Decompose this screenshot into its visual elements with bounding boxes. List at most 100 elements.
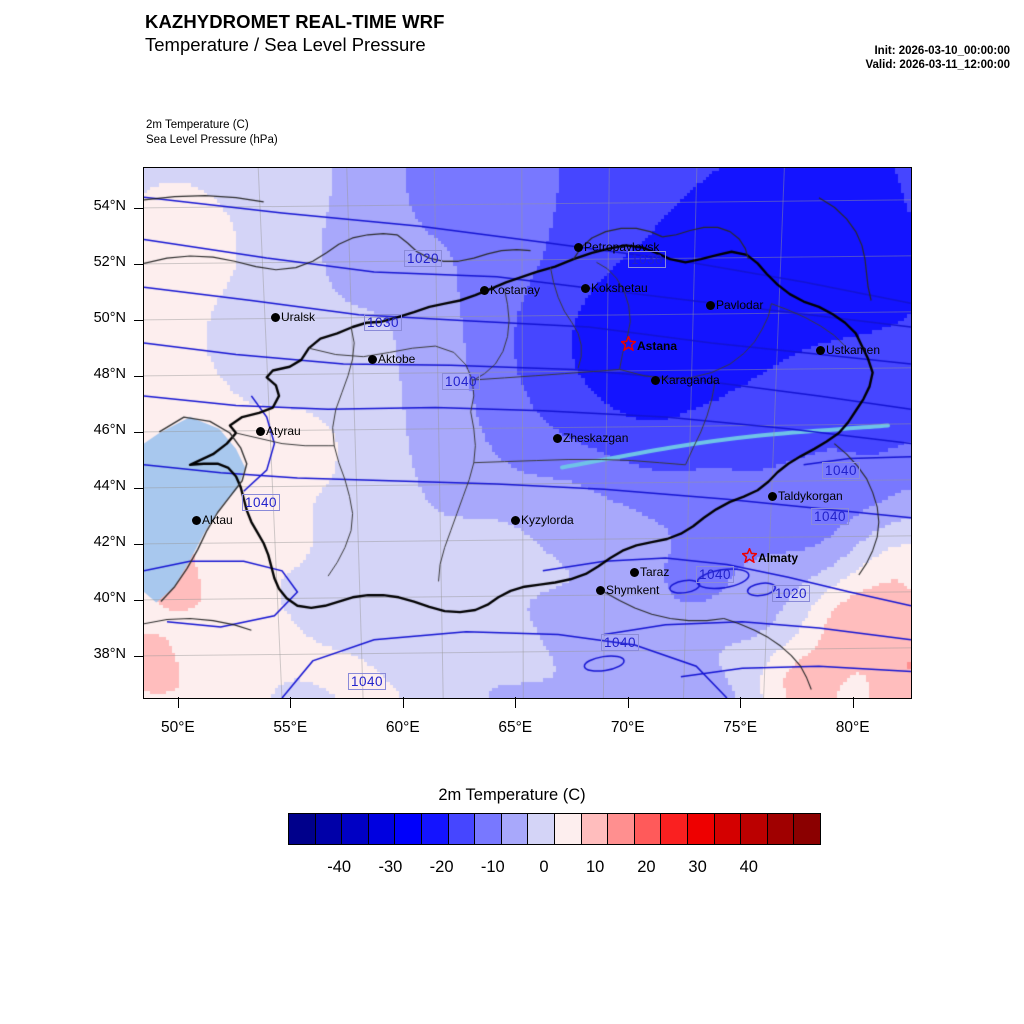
lat-tick bbox=[134, 544, 143, 546]
field-label-pressure: Sea Level Pressure (hPa) bbox=[146, 134, 278, 146]
colorbar-cell bbox=[741, 814, 768, 844]
colorbar-tick-label: -40 bbox=[327, 858, 352, 876]
city-marker: Kyzylorda bbox=[511, 513, 574, 527]
colorbar-cell bbox=[661, 814, 688, 844]
isobar-label: 1020 bbox=[404, 250, 443, 267]
colorbar-tick-label: -20 bbox=[429, 858, 454, 876]
city-label: Pavlodar bbox=[716, 298, 764, 312]
lon-tick bbox=[740, 697, 742, 708]
lat-label: 48°N bbox=[93, 365, 126, 382]
city-marker: Karaganda bbox=[651, 373, 720, 387]
lat-tick bbox=[134, 263, 143, 265]
city-dot-icon bbox=[256, 426, 265, 436]
field-labels: 2m Temperature (C) Sea Level Pressure (h… bbox=[146, 118, 278, 148]
colorbar-cell bbox=[475, 814, 502, 844]
colorbar-tick-label: -10 bbox=[480, 858, 505, 876]
weather-map[interactable]: 1020 1030 1030 1040 1040 1040 1040 1040 1040 1020… bbox=[143, 167, 912, 699]
lon-tick bbox=[852, 697, 854, 708]
city-marker: Ustkamen bbox=[816, 343, 880, 357]
city-label: Shymkent bbox=[606, 583, 660, 597]
lat-label: 46°N bbox=[93, 422, 126, 438]
city-label: Taldykorgan bbox=[778, 489, 843, 503]
city-label: Taraz bbox=[640, 565, 670, 579]
colorbar-cell bbox=[501, 814, 529, 844]
lat-tick bbox=[134, 656, 143, 658]
city-dot-icon bbox=[553, 433, 562, 443]
lon-tick bbox=[627, 697, 629, 708]
city-marker: Pavlodar bbox=[706, 298, 763, 312]
city-marker: Uralsk bbox=[271, 310, 315, 324]
lat-tick bbox=[134, 600, 143, 602]
colorbar-cell bbox=[581, 814, 609, 844]
city-dot-icon bbox=[271, 312, 280, 322]
city-dot-icon bbox=[816, 345, 825, 355]
city-marker: Aktobe bbox=[368, 352, 415, 366]
capital-star-icon bbox=[740, 546, 759, 568]
city-label: Zheskazgan bbox=[563, 431, 629, 445]
city-label: Aktau bbox=[202, 513, 233, 527]
lon-label: 60°E bbox=[385, 719, 420, 736]
city-dot-icon bbox=[574, 242, 583, 252]
colorbar-tick-label: 0 bbox=[539, 858, 549, 876]
city-label: Almaty bbox=[758, 551, 799, 565]
lat-tick bbox=[134, 488, 143, 490]
lon-tick bbox=[290, 697, 292, 708]
lon-tick bbox=[515, 697, 517, 708]
init-time: Init: 2026-03-10_00:00:00 bbox=[874, 45, 1010, 57]
isobar-labels: 1020 1030 1030 1040 1040 1040 1040 1040 1040 1020… bbox=[144, 168, 911, 698]
isobar-label: 1030 bbox=[364, 314, 403, 331]
valid-time: Valid: 2026-03-11_12:00:00 bbox=[865, 59, 1011, 71]
city-marker: Shymkent bbox=[596, 583, 659, 597]
city-marker: Zheskazgan bbox=[553, 431, 628, 445]
lat-label: 54°N bbox=[93, 197, 126, 214]
city-marker: Atyrau bbox=[256, 424, 301, 438]
lat-tick bbox=[134, 432, 143, 433]
city-marker: Taldykorgan bbox=[768, 489, 843, 503]
city-dot-icon bbox=[651, 375, 660, 385]
isobar-label: 1030 bbox=[628, 251, 667, 268]
city-label: Atyrau bbox=[266, 424, 301, 438]
city-label: Kostanay bbox=[490, 283, 541, 297]
lon-label: 55°E bbox=[273, 719, 308, 736]
lon-label: 70°E bbox=[610, 719, 645, 736]
city-markers: Petropavlovsk Kostanay Kokshetau Pavlodar Ur… bbox=[144, 168, 911, 698]
city-dot-icon bbox=[368, 354, 377, 364]
colorbar-cell bbox=[687, 814, 715, 844]
lat-label: 38°N bbox=[93, 646, 126, 663]
city-dot-icon bbox=[480, 285, 489, 295]
colorbar-cell bbox=[608, 814, 635, 844]
colorbar-cell bbox=[342, 814, 369, 844]
colorbar-cell bbox=[368, 814, 396, 844]
city-label: Ustkamen bbox=[826, 343, 881, 357]
city-label: Karaganda bbox=[661, 373, 720, 387]
lon-label: 75°E bbox=[723, 719, 758, 736]
colorbar-cell bbox=[395, 814, 422, 844]
lon-label: 50°E bbox=[160, 719, 195, 736]
isobar-label: 1040 bbox=[601, 634, 640, 651]
city-dot-icon bbox=[596, 585, 605, 595]
lat-label: 44°N bbox=[93, 478, 126, 495]
city-marker: Taraz bbox=[630, 565, 669, 579]
colorbar-cell bbox=[528, 814, 555, 844]
colorbar-cell bbox=[767, 814, 795, 844]
city-marker: Almaty bbox=[740, 546, 799, 568]
colorbar-cell bbox=[289, 814, 316, 844]
lat-tick bbox=[134, 319, 143, 321]
city-dot-icon bbox=[630, 567, 639, 577]
lon-label: 80°E bbox=[835, 719, 870, 736]
colorbar-cell bbox=[714, 814, 742, 844]
lat-tick bbox=[134, 375, 143, 377]
colorbar-tick-label: -30 bbox=[378, 858, 403, 876]
colorbar-tick-label: 40 bbox=[739, 858, 758, 876]
colorbar-cell bbox=[315, 814, 343, 844]
isobar-label: 1040 bbox=[348, 673, 387, 690]
colorbar-cell bbox=[421, 814, 449, 844]
isobar-label: 1040 bbox=[696, 566, 735, 583]
city-label: Petropavlovsk bbox=[584, 240, 660, 254]
run-timestamps: Init: 2026-03-10_00:00:00 Valid: 2026-03… bbox=[866, 44, 1011, 72]
lat-label: 40°N bbox=[93, 590, 126, 607]
city-label: Astana bbox=[637, 339, 678, 353]
lat-label: 50°N bbox=[93, 309, 126, 326]
page-title: KAZHYDROMET REAL-TIME WRF Temperature / … bbox=[145, 10, 445, 56]
city-label: Uralsk bbox=[281, 310, 316, 324]
